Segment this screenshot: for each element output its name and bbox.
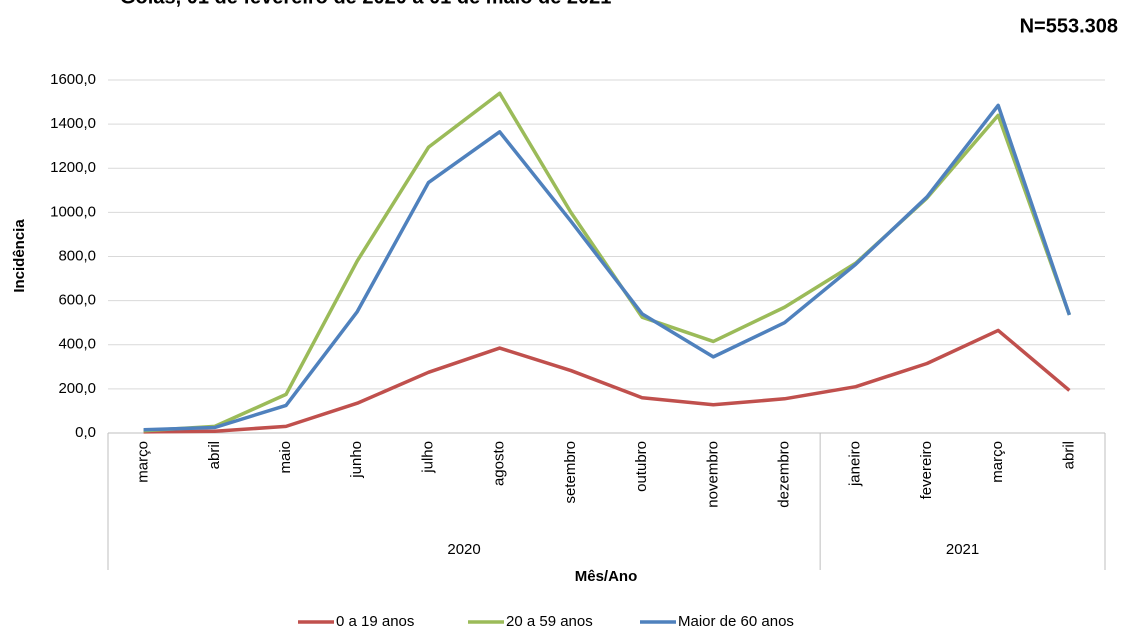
x-tick-label: agosto [491,441,508,486]
x-tick-label: dezembro [776,441,793,508]
y-axis-label: Incidência [11,219,28,293]
legend-label: Maior de 60 anos [678,613,794,630]
y-tick-label: 1400,0 [50,115,96,132]
series-line [143,103,1072,432]
y-tick-label: 1600,0 [50,71,96,88]
y-tick-label: 0,0 [75,424,96,441]
x-tick-label: março [135,441,152,483]
x-tick-label: setembro [562,441,579,504]
year-label: 2020 [447,541,480,558]
x-tick-label: novembro [704,441,721,508]
y-tick-label: 200,0 [58,380,96,397]
x-tick-label: fevereiro [918,441,935,499]
series-line [143,328,1071,434]
chart-title: Goiás, 01 de fevereiro de 2020 a 01 de m… [120,0,611,8]
x-axis-label: Mês/Ano [575,568,638,585]
year-label: 2021 [946,541,979,558]
x-tick-label: julho [419,441,436,474]
x-tick-label: junho [348,441,365,479]
x-tick-label: março [989,441,1006,483]
x-tick-label: outubro [633,441,650,492]
y-tick-label: 1200,0 [50,159,96,176]
legend-label: 20 a 59 anos [506,613,593,630]
x-tick-label: janeiro [847,441,864,487]
x-tick-label: abril [1060,441,1077,469]
series-line [143,91,1072,433]
legend-label: 0 a 19 anos [336,613,414,630]
y-tick-label: 800,0 [58,247,96,264]
y-tick-label: 400,0 [58,336,96,353]
y-tick-label: 600,0 [58,292,96,309]
annotation: N=553.308 [1020,15,1118,37]
y-tick-label: 1000,0 [50,203,96,220]
x-tick-label: maio [277,441,294,474]
x-tick-label: abril [206,441,223,469]
